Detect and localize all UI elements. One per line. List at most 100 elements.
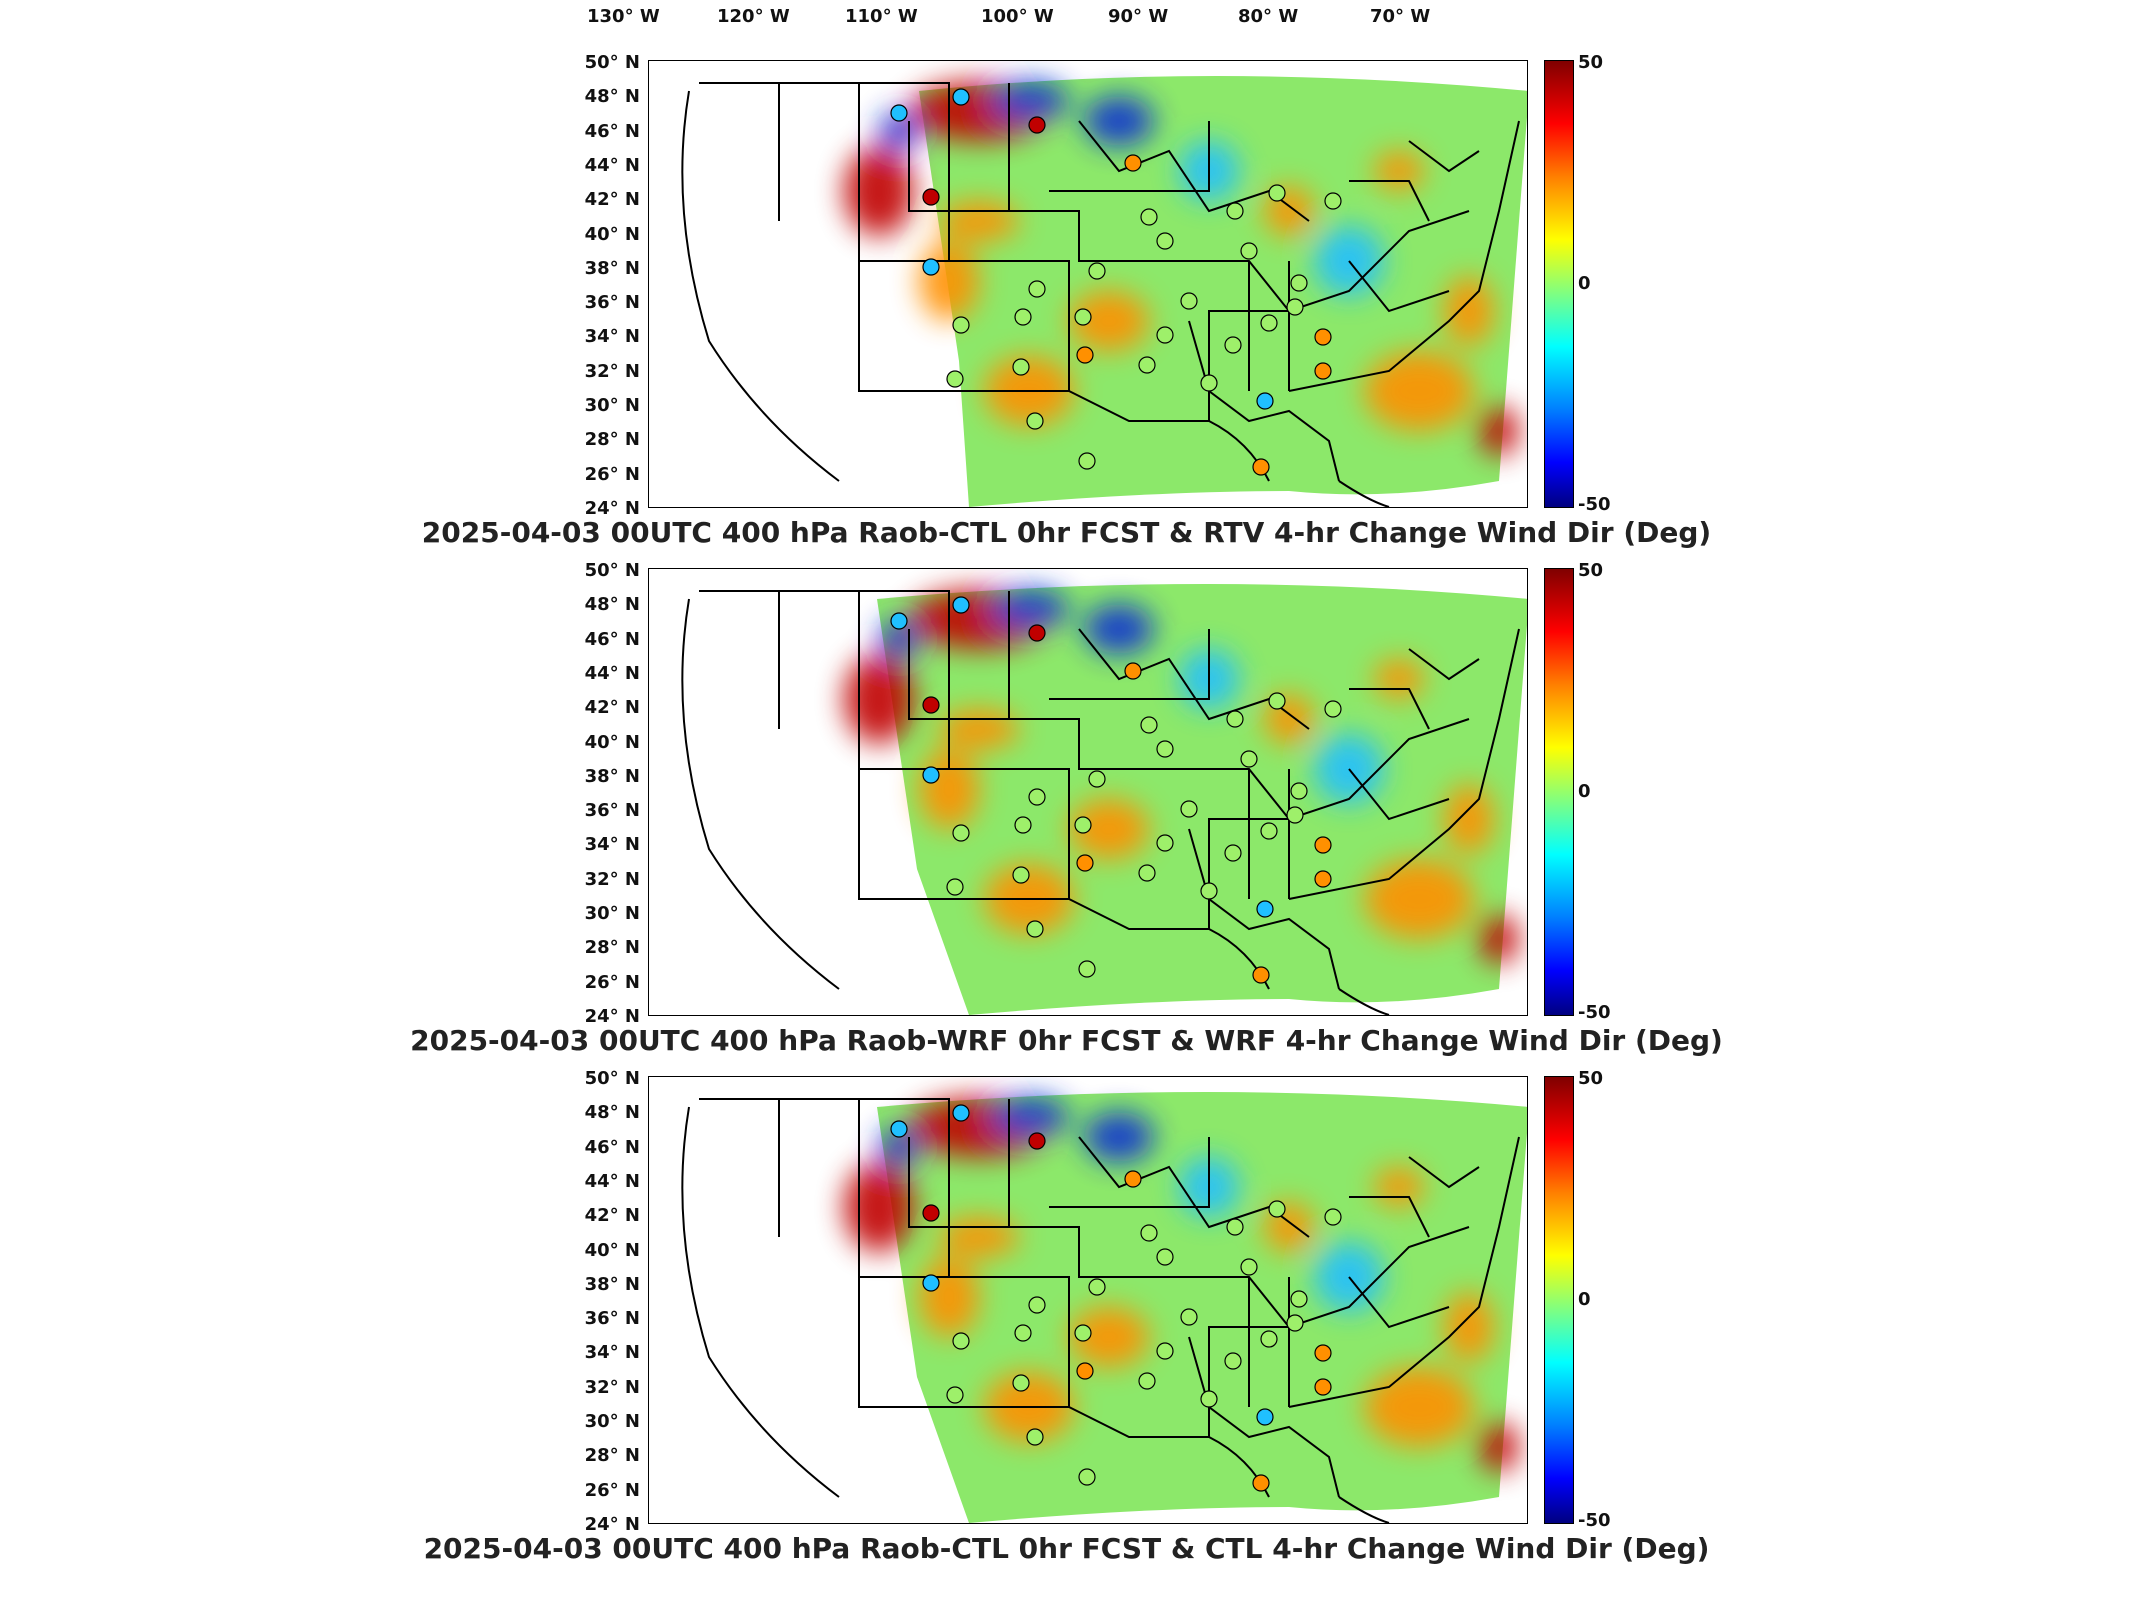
raob-station-marker <box>1076 854 1094 872</box>
lon-label: 70° W <box>1370 6 1431 27</box>
raob-station-marker <box>1124 154 1142 172</box>
field-anomaly <box>939 1217 1019 1257</box>
lat-label: 46° N <box>584 628 640 650</box>
raob-station-marker <box>1156 232 1174 250</box>
colorbar <box>1544 60 1574 508</box>
raob-station-marker <box>1256 900 1274 918</box>
lat-label: 36° N <box>584 1308 640 1330</box>
raob-station-marker <box>1268 692 1286 710</box>
boundary-line <box>1349 648 1480 730</box>
field-anomaly <box>939 201 1019 241</box>
raob-station-marker <box>1028 1296 1046 1314</box>
boundary-line <box>1049 629 1210 700</box>
raob-station-marker <box>1156 1248 1174 1266</box>
map-area <box>648 60 1528 508</box>
raob-station-marker <box>1260 822 1278 840</box>
field-anomaly <box>1479 914 1519 964</box>
field-anomaly <box>844 654 914 744</box>
raob-station-marker <box>1078 1468 1096 1486</box>
field-anomaly <box>844 146 914 236</box>
lat-label: 38° N <box>584 765 640 787</box>
raob-station-marker <box>1026 1428 1044 1446</box>
raob-station-marker <box>922 1274 940 1292</box>
raob-station-marker <box>890 612 908 630</box>
raob-station-marker <box>922 258 940 276</box>
raob-station-marker <box>922 1204 940 1222</box>
raob-station-marker <box>1314 870 1332 888</box>
raob-station-marker <box>1224 1352 1242 1370</box>
raob-station-marker <box>922 696 940 714</box>
raob-station-marker <box>1156 326 1174 344</box>
raob-station-marker <box>1240 750 1258 768</box>
field-anomaly <box>1374 659 1424 699</box>
lat-label: 48° N <box>584 1102 640 1124</box>
boundary-line <box>1049 121 1210 192</box>
colorbar-tick: 0 <box>1578 1289 1591 1310</box>
colorbar <box>1544 568 1574 1016</box>
raob-station-marker <box>922 766 940 784</box>
panel-title: 2025-04-03 00UTC 400 hPa Raob-CTL 0hr FC… <box>423 1532 1710 1565</box>
raob-station-marker <box>952 1332 970 1350</box>
raob-station-marker <box>1014 1324 1032 1342</box>
colorbar-tick: -50 <box>1578 1510 1611 1531</box>
field-anomaly <box>1069 1307 1149 1367</box>
lat-label: 44° N <box>584 662 640 684</box>
boundary-line <box>1049 1137 1210 1208</box>
raob-station-marker <box>1026 412 1044 430</box>
colorbar-tick: 50 <box>1578 52 1604 73</box>
boundary-line <box>1288 1136 1520 1408</box>
field-anomaly <box>1444 276 1494 346</box>
field-anomaly <box>1069 799 1149 859</box>
field-anomaly <box>1084 1112 1154 1162</box>
lat-label: 28° N <box>584 429 640 451</box>
raob-station-marker <box>1256 1408 1274 1426</box>
field-anomaly <box>1444 784 1494 854</box>
lat-label: 44° N <box>584 1170 640 1192</box>
field-anomaly <box>1084 96 1154 146</box>
lat-label: 44° N <box>584 154 640 176</box>
field-anomaly <box>1364 859 1474 939</box>
raob-station-marker <box>1074 1324 1092 1342</box>
raob-station-marker <box>1012 358 1030 376</box>
boundary-line <box>1008 1099 1179 1278</box>
boundary-line <box>681 598 840 990</box>
lat-label: 34° N <box>584 1342 640 1364</box>
lat-label: 28° N <box>584 937 640 959</box>
map-svg <box>681 1092 1527 1523</box>
boundary-line <box>778 591 1009 769</box>
lat-label: 30° N <box>584 903 640 925</box>
raob-station-marker <box>1156 1342 1174 1360</box>
boundary-line <box>778 1099 1009 1277</box>
lat-label: 30° N <box>584 395 640 417</box>
lat-label: 50° N <box>584 1068 640 1089</box>
lat-label: 38° N <box>584 1273 640 1295</box>
lat-label: 32° N <box>584 360 640 382</box>
lat-label: 24° N <box>584 1006 640 1027</box>
raob-station-marker <box>1074 308 1092 326</box>
lat-label: 36° N <box>584 800 640 822</box>
field-anomaly <box>1374 151 1424 191</box>
colorbar-tick: -50 <box>1578 494 1611 515</box>
colorbar-tick: 0 <box>1578 273 1591 294</box>
raob-station-marker <box>1252 1474 1270 1492</box>
raob-station-marker <box>952 824 970 842</box>
lat-label: 36° N <box>584 292 640 314</box>
raob-station-marker <box>1014 816 1032 834</box>
raob-station-marker <box>1140 1224 1158 1242</box>
boundary-line <box>681 90 840 482</box>
field-anomaly <box>1364 351 1474 431</box>
raob-station-marker <box>1012 866 1030 884</box>
lon-label: 130° W <box>587 6 660 27</box>
boundary-line <box>1349 140 1480 222</box>
raob-station-marker <box>1224 336 1242 354</box>
raob-station-marker <box>1268 184 1286 202</box>
panel-title: 2025-04-03 00UTC 400 hPa Raob-CTL 0hr FC… <box>421 516 1712 549</box>
raob-station-marker <box>946 878 964 896</box>
boundary-line <box>699 590 950 900</box>
raob-station-marker <box>1076 1362 1094 1380</box>
map-panel: 50° N 48° N 46° N 44° N 42° N 40° N 38° N 36° N… <box>0 1068 2133 1596</box>
lat-label: 50° N <box>584 52 640 73</box>
raob-station-marker <box>1156 834 1174 852</box>
lat-label: 40° N <box>584 1239 640 1261</box>
raob-station-marker <box>1324 700 1342 718</box>
